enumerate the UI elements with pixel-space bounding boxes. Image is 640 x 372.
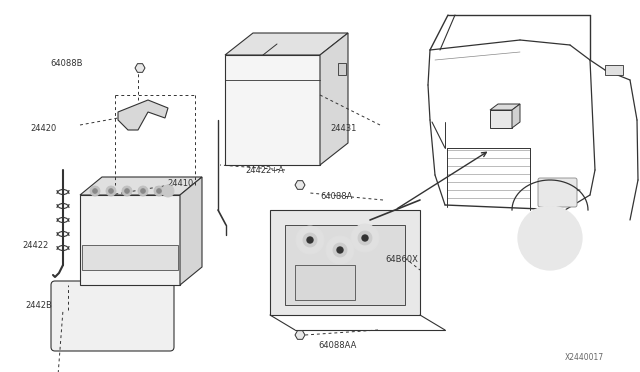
Text: 64088B: 64088B	[50, 58, 83, 67]
Circle shape	[138, 186, 148, 196]
Text: 24420: 24420	[30, 124, 56, 132]
Text: 24410: 24410	[167, 179, 193, 187]
Polygon shape	[295, 331, 305, 339]
Circle shape	[157, 189, 161, 193]
Polygon shape	[180, 177, 202, 285]
Bar	[605, 65, 623, 75]
Polygon shape	[490, 110, 512, 128]
Circle shape	[326, 236, 354, 264]
Circle shape	[109, 189, 113, 193]
Circle shape	[303, 233, 317, 247]
Circle shape	[337, 247, 343, 253]
Polygon shape	[270, 210, 420, 315]
Text: 64B60X: 64B60X	[385, 256, 418, 264]
Circle shape	[307, 237, 313, 243]
Text: 24422+A: 24422+A	[245, 166, 284, 174]
Circle shape	[351, 224, 379, 252]
Bar	[338, 63, 346, 75]
Circle shape	[358, 231, 372, 245]
Text: 24431: 24431	[330, 124, 356, 132]
FancyBboxPatch shape	[538, 178, 577, 207]
Circle shape	[141, 189, 145, 193]
Circle shape	[90, 186, 100, 196]
Text: 24422: 24422	[22, 241, 48, 250]
Polygon shape	[225, 55, 320, 165]
Circle shape	[122, 186, 132, 196]
Polygon shape	[80, 195, 180, 285]
Polygon shape	[118, 100, 168, 130]
Polygon shape	[490, 104, 520, 110]
Circle shape	[106, 186, 116, 196]
Circle shape	[154, 186, 164, 196]
Polygon shape	[80, 177, 202, 195]
Polygon shape	[295, 181, 305, 189]
Bar	[82, 245, 178, 270]
Polygon shape	[320, 33, 348, 165]
Circle shape	[125, 189, 129, 193]
Circle shape	[93, 189, 97, 193]
Bar	[285, 225, 405, 305]
Polygon shape	[225, 33, 348, 55]
Circle shape	[333, 243, 347, 257]
Circle shape	[518, 206, 582, 270]
Circle shape	[362, 235, 368, 241]
Text: 64088AA: 64088AA	[318, 340, 356, 350]
Bar	[295, 265, 355, 300]
Text: X2440017: X2440017	[565, 353, 604, 362]
FancyBboxPatch shape	[51, 281, 174, 351]
Circle shape	[296, 226, 324, 254]
Text: 2442B: 2442B	[25, 301, 52, 311]
Text: 64088A: 64088A	[320, 192, 353, 201]
Polygon shape	[512, 104, 520, 128]
Circle shape	[162, 185, 174, 197]
Polygon shape	[135, 64, 145, 72]
